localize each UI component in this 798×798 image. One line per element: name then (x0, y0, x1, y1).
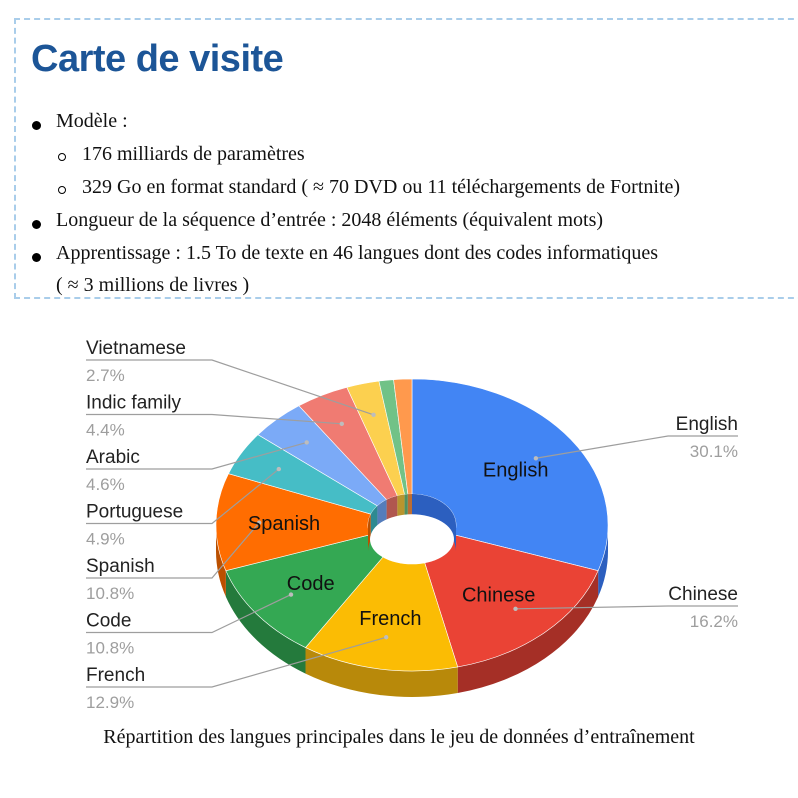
hole-wall (407, 494, 412, 521)
callout-line (86, 594, 292, 634)
slice-label-spanish: Spanish (248, 513, 320, 535)
donut-slices (215, 378, 609, 672)
callout-label: Indic family (86, 393, 182, 414)
language-donut-chart: English 30.1% Chinese 16.2% French 12.9% Code 1… (86, 338, 738, 712)
callout-line (86, 468, 280, 525)
callout-label: Arabic (86, 447, 140, 468)
list-item: Modèle : (56, 110, 128, 132)
callout-dot (339, 421, 345, 427)
callout-percent: 12.9% (86, 693, 134, 712)
sub-bullet-ring (58, 153, 66, 161)
list-item: Longueur de la séquence d’entrée : 2048 … (56, 209, 604, 231)
hole-wall (368, 514, 371, 551)
list-item: 329 Go en format standard ( ≈ 70 DVD ou … (82, 176, 681, 198)
callout-line (515, 605, 738, 610)
slice-label-english: English (483, 460, 549, 482)
slice-label-french: French (359, 608, 421, 630)
callout-percent: 4.9% (86, 530, 125, 549)
callout-line (86, 636, 387, 688)
slice-side-english (598, 525, 608, 597)
callout-line (535, 435, 738, 459)
callout-percent: 4.6% (86, 475, 125, 494)
list-item: ( ≈ 3 millions de livres ) (56, 274, 250, 296)
callout-label: French (86, 665, 145, 686)
callout-label: Chinese (668, 584, 738, 605)
list-item: Apprentissage : 1.5 To de texte en 46 la… (56, 242, 658, 264)
callout-label: Spanish (86, 556, 155, 577)
sub-bullet-ring (58, 186, 66, 194)
list-item: 176 milliards de paramètres (82, 143, 305, 165)
callout-line (86, 413, 342, 425)
callout-percent: 30.1% (690, 442, 738, 461)
inside-labels: English Chinese French Code Spanish (248, 460, 549, 631)
callout-dot (304, 440, 309, 445)
callout-dot (256, 520, 262, 525)
callout-dot (276, 466, 282, 472)
callout-percent: 16.2% (690, 612, 738, 631)
callout-dot (288, 592, 294, 597)
card-title: Carte de visite (31, 38, 284, 80)
callout-percent: 10.8% (86, 584, 134, 603)
bullet-dot (32, 121, 41, 130)
callout-percent: 4.4% (86, 421, 125, 440)
slice-side-spanish (216, 525, 226, 597)
bullet-dot (32, 220, 41, 229)
callout-line (86, 359, 374, 416)
chart-caption: Répartition des langues principales dans… (103, 726, 695, 748)
callout-percent: 2.7% (86, 366, 125, 385)
hole-wall (404, 494, 408, 521)
slice-label-code: Code (287, 573, 335, 595)
bullet-dot (32, 253, 41, 262)
slice-label-chinese: Chinese (462, 585, 535, 607)
callout-dot (384, 635, 389, 640)
callout-line (86, 522, 260, 579)
callout-dot (371, 412, 376, 417)
callout-percent: 10.8% (86, 639, 134, 658)
slice-side-french (305, 647, 458, 697)
info-card: Carte de visite Modèle : 176 milliards d… (14, 18, 798, 299)
callout-line (86, 441, 307, 470)
callout-dot (533, 456, 539, 461)
callouts: English 30.1% Chinese 16.2% French 12.9% Code 1… (86, 338, 738, 712)
slice-side-chinese (457, 570, 599, 693)
callout-label: English (676, 414, 738, 435)
callout-label: Code (86, 611, 131, 632)
callout-label: Vietnamese (86, 338, 186, 359)
callout-dot (513, 606, 518, 612)
callout-label: Portuguese (86, 502, 183, 523)
donut-hole (370, 514, 454, 565)
